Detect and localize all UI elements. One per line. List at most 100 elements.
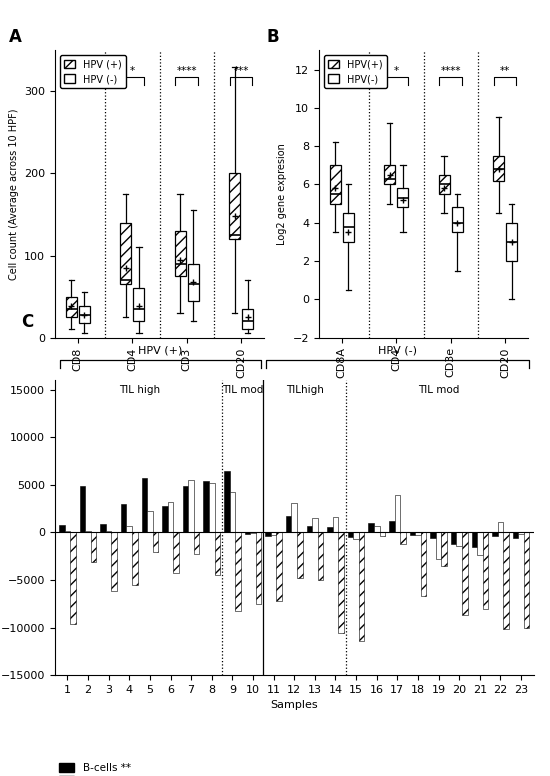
Bar xyxy=(518,532,524,535)
PathPatch shape xyxy=(439,175,450,194)
Text: C: C xyxy=(21,314,34,331)
Bar xyxy=(462,532,468,615)
Bar xyxy=(306,526,312,532)
PathPatch shape xyxy=(343,213,354,242)
Bar xyxy=(162,506,168,532)
PathPatch shape xyxy=(397,189,408,207)
Bar xyxy=(524,532,530,628)
Bar xyxy=(188,480,194,532)
Bar xyxy=(100,524,106,532)
Bar xyxy=(173,532,179,573)
Bar xyxy=(338,532,344,633)
Bar xyxy=(312,518,318,532)
Text: HPV (-): HPV (-) xyxy=(378,345,417,355)
Bar xyxy=(70,532,76,624)
Text: **: ** xyxy=(337,66,347,76)
Bar xyxy=(451,532,456,544)
PathPatch shape xyxy=(188,264,199,300)
Bar xyxy=(204,481,209,532)
Bar xyxy=(121,504,126,532)
Text: TIL mod: TIL mod xyxy=(222,385,263,395)
PathPatch shape xyxy=(452,207,463,232)
Bar xyxy=(224,470,229,532)
Bar xyxy=(415,532,421,535)
Bar xyxy=(256,532,261,604)
Bar xyxy=(277,532,282,601)
PathPatch shape xyxy=(175,231,186,276)
Bar xyxy=(80,486,85,532)
Text: ****: **** xyxy=(177,66,197,76)
Bar xyxy=(235,532,241,611)
Bar xyxy=(132,532,138,585)
Legend: B-cells **, CD4⁺ T-cells *, CD8⁺ T-cells **: B-cells **, CD4⁺ T-cells *, CD8⁺ T-cells… xyxy=(56,760,162,776)
Bar xyxy=(430,532,436,538)
Bar xyxy=(245,532,250,535)
Bar xyxy=(394,495,400,532)
PathPatch shape xyxy=(79,307,90,323)
Bar xyxy=(368,523,374,532)
Legend: HPV (+), HPV (-): HPV (+), HPV (-) xyxy=(60,55,126,88)
Bar xyxy=(421,532,426,596)
PathPatch shape xyxy=(493,156,504,181)
Bar xyxy=(214,532,220,575)
Text: B: B xyxy=(267,28,279,46)
Bar xyxy=(498,522,503,532)
Bar xyxy=(265,532,271,536)
PathPatch shape xyxy=(506,223,517,261)
Text: HPV (+): HPV (+) xyxy=(138,345,183,355)
PathPatch shape xyxy=(384,165,395,185)
X-axis label: (Cell marker): (Cell marker) xyxy=(123,383,196,393)
Text: **: ** xyxy=(500,66,510,76)
Bar xyxy=(477,532,483,556)
Text: TIL high: TIL high xyxy=(119,385,160,395)
Text: *: * xyxy=(130,66,135,76)
Bar xyxy=(250,532,256,533)
PathPatch shape xyxy=(66,296,77,317)
Bar xyxy=(513,532,518,538)
Text: *: * xyxy=(394,66,399,76)
Bar xyxy=(379,532,385,536)
Bar xyxy=(91,532,96,562)
Bar xyxy=(374,526,379,532)
Bar xyxy=(492,532,498,536)
Bar xyxy=(141,478,147,532)
Bar xyxy=(85,531,91,532)
Bar xyxy=(410,532,415,535)
Bar xyxy=(359,532,365,641)
Bar xyxy=(471,532,477,547)
Bar xyxy=(436,532,442,559)
Bar xyxy=(327,527,333,532)
Bar xyxy=(209,483,214,532)
Bar xyxy=(153,532,158,553)
Bar xyxy=(59,525,64,532)
Bar xyxy=(318,532,323,580)
PathPatch shape xyxy=(120,223,131,284)
Bar xyxy=(271,532,277,535)
Bar xyxy=(126,526,132,532)
Bar xyxy=(106,531,112,532)
Bar xyxy=(333,518,338,532)
Bar xyxy=(400,532,406,544)
X-axis label: Gene Id (HGNC): Gene Id (HGNC) xyxy=(379,384,468,394)
Bar xyxy=(286,516,292,532)
Legend: HPV(+), HPV(-): HPV(+), HPV(-) xyxy=(324,55,387,88)
Bar xyxy=(297,532,302,578)
Bar xyxy=(64,531,70,532)
Bar xyxy=(503,532,509,629)
PathPatch shape xyxy=(330,165,341,203)
Bar xyxy=(348,532,353,537)
Bar xyxy=(389,521,394,532)
Text: TIL mod: TIL mod xyxy=(418,385,459,395)
Bar xyxy=(168,502,173,532)
Text: ***: *** xyxy=(233,66,249,76)
Text: TILhigh: TILhigh xyxy=(285,385,323,395)
Bar xyxy=(442,532,447,566)
Bar xyxy=(229,493,235,532)
X-axis label: Samples: Samples xyxy=(271,701,318,710)
Text: ns: ns xyxy=(72,66,84,76)
Bar xyxy=(292,503,297,532)
Text: A: A xyxy=(9,28,22,46)
PathPatch shape xyxy=(242,309,253,329)
Y-axis label: Log2 gene expresion: Log2 gene expresion xyxy=(277,143,287,245)
Bar xyxy=(183,486,188,532)
